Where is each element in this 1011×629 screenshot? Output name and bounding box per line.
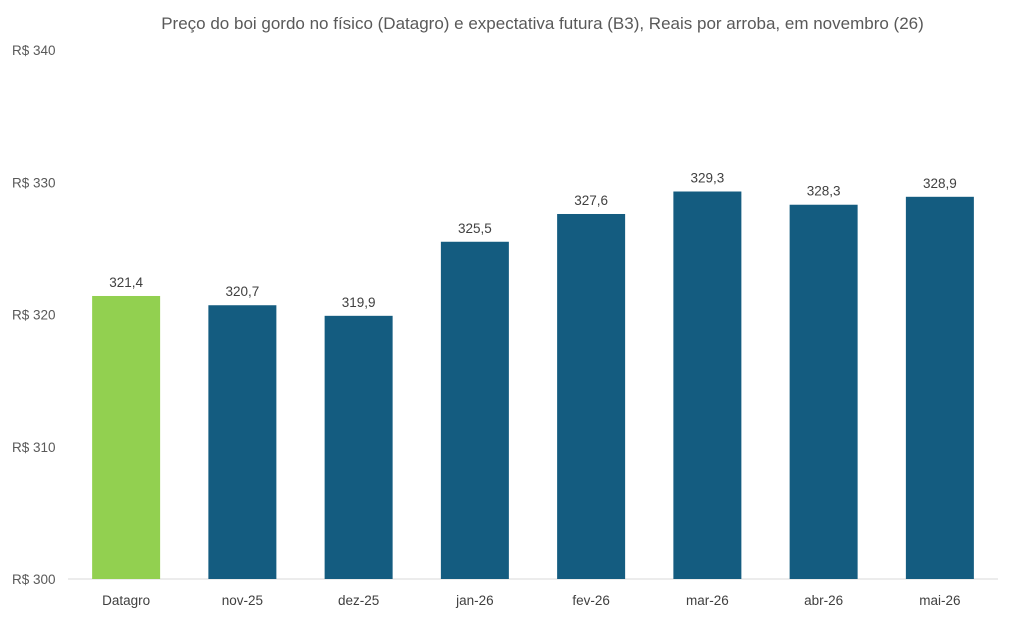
- bars: [92, 191, 974, 580]
- x-tick-label: dez-25: [338, 593, 379, 608]
- x-tick-label: jan-26: [455, 593, 494, 608]
- data-label: 319,9: [342, 295, 376, 310]
- bar-fev-26: [557, 213, 626, 580]
- y-tick-label: R$ 300: [12, 572, 56, 587]
- y-axis-ticks: R$ 300 R$ 310 R$ 320 R$ 330 R$ 340: [12, 43, 56, 587]
- data-labels: 321,4 320,7 319,9 325,5 327,6 329,3 328,3 328,9: [109, 171, 957, 310]
- bar-mar-26: [673, 191, 742, 579]
- x-tick-label: mar-26: [686, 593, 729, 608]
- y-tick-label: R$ 310: [12, 440, 56, 455]
- x-tick-label: fev-26: [572, 593, 610, 608]
- chart-title: Preço do boi gordo no físico (Datagro) e…: [161, 14, 924, 33]
- data-label: 320,7: [225, 284, 259, 299]
- x-tick-label: nov-25: [222, 593, 263, 608]
- bar-abr-26: [789, 204, 858, 580]
- bar-datagro: [92, 295, 161, 579]
- data-label: 328,3: [807, 184, 841, 199]
- data-label: 327,6: [574, 193, 608, 208]
- bar-jan-26: [440, 241, 509, 579]
- x-tick-label: mai-26: [919, 593, 960, 608]
- y-tick-label: R$ 320: [12, 308, 56, 323]
- y-tick-label: R$ 330: [12, 175, 56, 190]
- x-axis-ticks: Datagro nov-25 dez-25 jan-26 fev-26 mar-26 abr…: [102, 593, 960, 608]
- data-label: 325,5: [458, 221, 492, 236]
- data-label: 321,4: [109, 275, 143, 290]
- bar-mai-26: [905, 196, 974, 580]
- data-label: 328,9: [923, 176, 957, 191]
- x-tick-label: abr-26: [804, 593, 843, 608]
- y-tick-label: R$ 340: [12, 43, 56, 58]
- bar-dez-25: [324, 315, 393, 579]
- data-label: 329,3: [690, 171, 724, 186]
- bar-nov-25: [208, 305, 277, 579]
- x-tick-label: Datagro: [102, 593, 150, 608]
